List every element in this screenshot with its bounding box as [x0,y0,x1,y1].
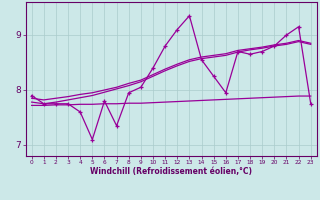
X-axis label: Windchill (Refroidissement éolien,°C): Windchill (Refroidissement éolien,°C) [90,167,252,176]
